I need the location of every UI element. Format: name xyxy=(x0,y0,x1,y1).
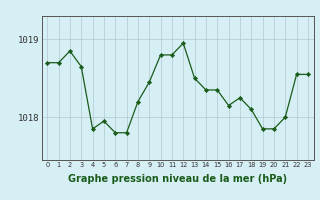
X-axis label: Graphe pression niveau de la mer (hPa): Graphe pression niveau de la mer (hPa) xyxy=(68,174,287,184)
